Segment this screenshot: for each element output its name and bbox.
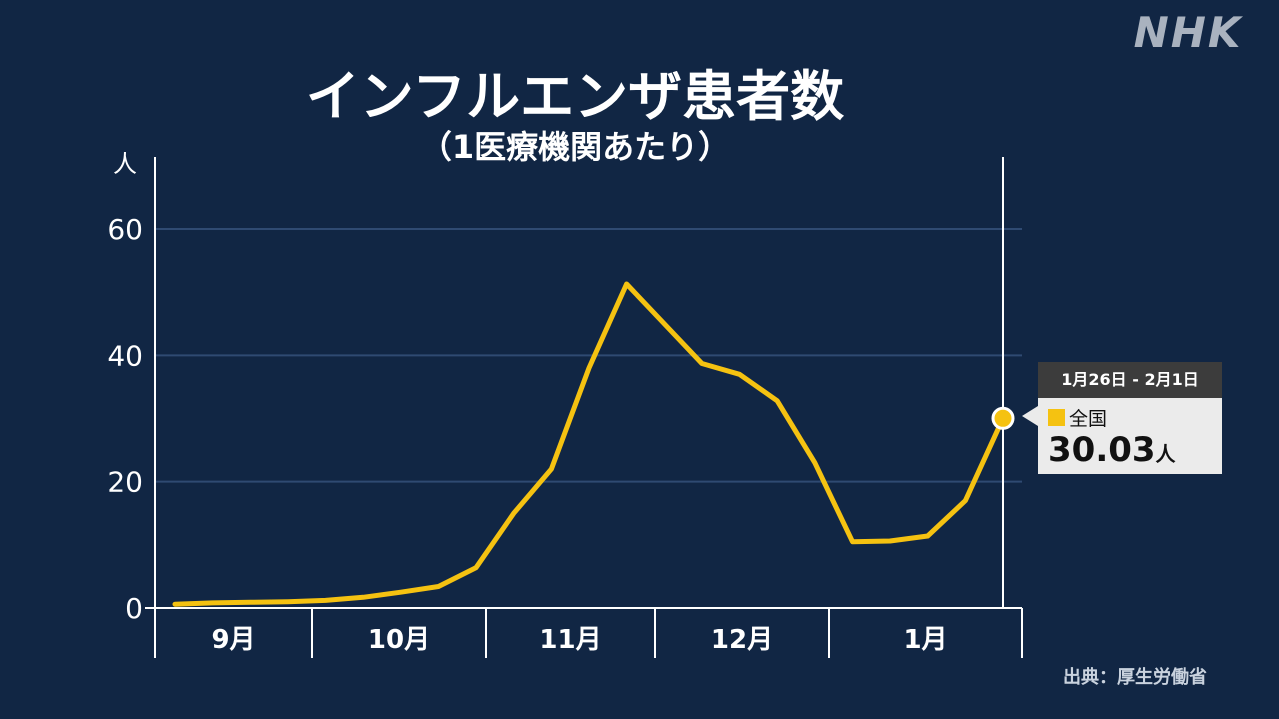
y-tick-label: 20 [107, 466, 143, 499]
month-label: 11月 [539, 625, 601, 655]
month-label: 9月 [211, 625, 255, 655]
tooltip-value: 30.03 [1048, 430, 1156, 470]
y-tick-label: 60 [107, 213, 143, 246]
value-tooltip: 1月26日 - 2月1日 全国 30.03人 [1022, 362, 1222, 474]
month-label: 10月 [368, 625, 430, 655]
y-tick-label: 40 [107, 339, 143, 372]
chart-subtitle: （1医療機関あたり） [419, 128, 731, 166]
month-label: 12月 [711, 625, 773, 655]
source-credit: 出典：厚生労働省 [1063, 667, 1207, 688]
series-line [172, 281, 1006, 607]
tooltip-unit: 人 [1155, 442, 1176, 466]
tooltip-body: 全国 30.03人 [1038, 398, 1222, 474]
tooltip-period: 1月26日 - 2月1日 [1038, 362, 1222, 398]
y-tick-label: 0 [125, 592, 143, 625]
tooltip-pointer [1022, 406, 1038, 426]
chart-title: インフルエンザ患者数 [305, 65, 845, 128]
legend-swatch [1048, 409, 1065, 426]
tooltip-region: 全国 [1069, 408, 1108, 430]
last-point-marker[interactable] [991, 406, 1015, 430]
y-axis-unit: 人 [113, 150, 137, 178]
nhk-logo: NHK [1133, 8, 1243, 57]
month-label: 1月 [903, 625, 947, 655]
